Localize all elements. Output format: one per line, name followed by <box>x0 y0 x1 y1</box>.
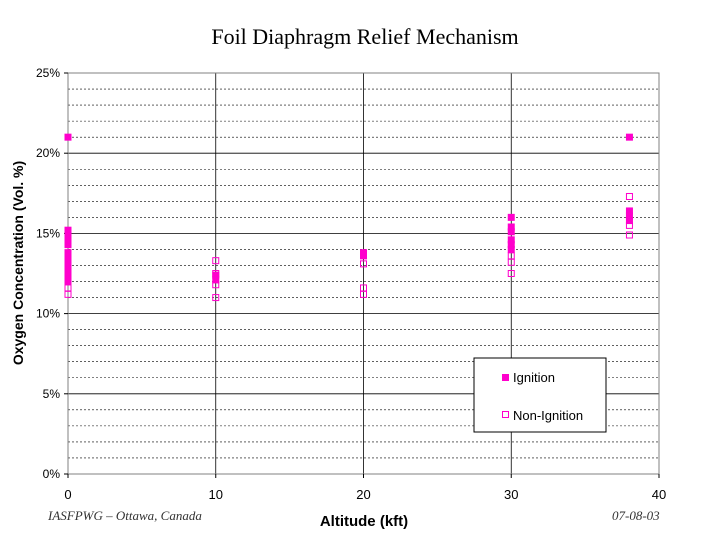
non-ignition-point <box>212 270 220 277</box>
ignition-point <box>64 226 72 234</box>
x-tick-label: 20 <box>356 487 370 502</box>
x-tick-label: 30 <box>504 487 518 502</box>
non-ignition-point <box>625 193 633 201</box>
non-ignition-point <box>212 257 220 265</box>
ignition-point <box>507 236 515 244</box>
non-ignition-point <box>507 258 515 266</box>
ignition-point <box>212 271 220 279</box>
non-ignition-point <box>507 270 515 277</box>
ignition-point <box>625 207 633 215</box>
non-ignition-point <box>625 221 633 229</box>
y-tick-label: 5% <box>43 387 61 401</box>
ignition-point <box>64 133 72 141</box>
chart-title: Foil Diaphragm Relief Mechanism <box>211 24 519 49</box>
x-axis-ticks: 0 10 20 30 40 <box>64 474 666 502</box>
ignition-point <box>64 273 72 281</box>
ignition-point <box>64 278 72 286</box>
ignition-point <box>507 241 515 249</box>
legend-ignition-marker <box>502 374 509 381</box>
legend-non-ignition-marker <box>502 411 509 418</box>
legend: Ignition Non-Ignition <box>473 357 607 433</box>
non-ignition-point <box>360 260 367 268</box>
footer-location: IASFPWG – Ottawa, Canada <box>48 508 202 523</box>
y-axis-ticks: 0% 5% 10% 15% 20% 25% <box>36 66 68 481</box>
ignition-point <box>507 228 515 236</box>
non-ignition-point <box>360 290 367 298</box>
ignition-point <box>64 253 72 261</box>
non-ignition-point <box>625 231 633 239</box>
ignition-point <box>64 268 72 276</box>
non-ignition-point <box>212 294 220 302</box>
y-tick-label: 25% <box>36 66 60 80</box>
ignition-point <box>625 133 633 141</box>
ignition-point <box>64 236 72 244</box>
ignition-point <box>64 263 72 271</box>
ignition-point <box>64 231 72 239</box>
legend-non-ignition-label: Non-Ignition <box>513 408 583 423</box>
ignition-point <box>507 223 515 231</box>
y-tick-label: 15% <box>36 226 60 240</box>
non-ignition-point <box>212 281 220 289</box>
ignition-point <box>625 217 633 225</box>
ignition-point <box>212 276 220 284</box>
x-axis-label: Altitude (kft) <box>320 513 408 530</box>
x-tick-label: 10 <box>209 487 223 502</box>
y-tick-label: 10% <box>36 307 60 321</box>
ignition-point <box>507 213 515 221</box>
ignition-point <box>64 258 72 266</box>
footer-date: 07-08-03 <box>612 508 660 523</box>
y-tick-label: 0% <box>43 467 61 481</box>
non-ignition-point <box>64 290 72 298</box>
legend-box <box>473 357 607 433</box>
ignition-point <box>64 249 72 257</box>
x-tick-label: 40 <box>652 487 666 502</box>
y-tick-label: 20% <box>36 146 60 160</box>
ignition-point <box>360 252 367 260</box>
ignition-point <box>625 212 633 220</box>
data-points <box>64 133 633 302</box>
x-tick-label: 0 <box>64 487 71 502</box>
legend-ignition-label: Ignition <box>513 370 555 385</box>
ignition-point <box>507 245 515 253</box>
y-axis-label: Oxygen Concentration (Vol. %) <box>10 161 26 365</box>
ignition-point <box>64 241 72 249</box>
